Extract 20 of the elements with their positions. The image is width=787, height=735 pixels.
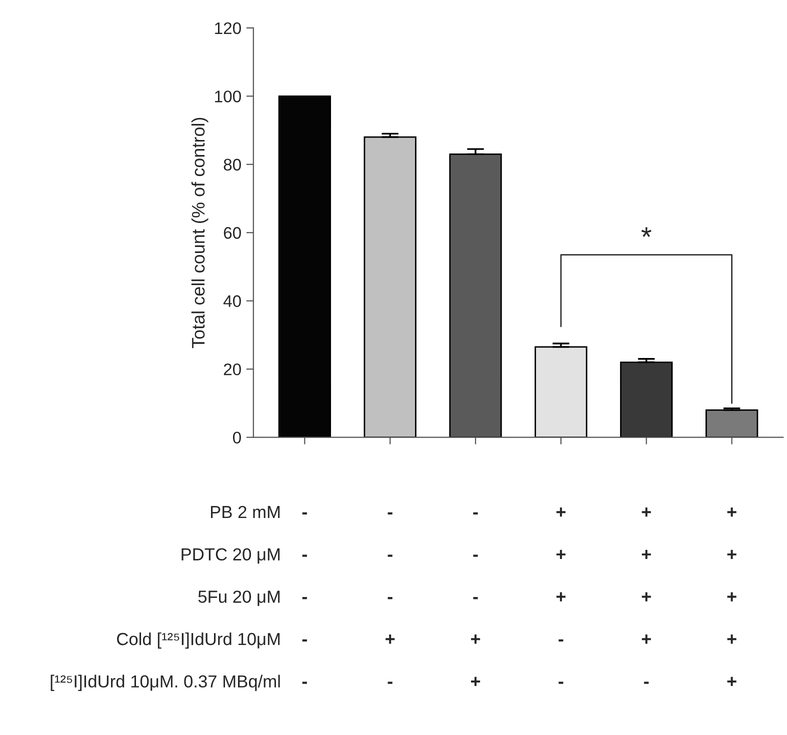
category-label: - - - + + — [471, 512, 480, 686]
y-axis-title: Total cell count (% of control) — [191, 118, 208, 348]
y-tick-label: 80 — [224, 158, 241, 171]
y-tick-label: 20 — [224, 363, 241, 376]
annotation: * — [641, 227, 652, 237]
text: 5Fu 20 μM — [198, 590, 280, 606]
category-label: - - - - - — [302, 512, 307, 684]
y-tick-label: 120 — [215, 22, 241, 34]
text: PDTC 20 μM — [182, 548, 280, 564]
category-label: + + + + + — [727, 507, 736, 686]
text: [¹²⁵I]IdUrd 10μM. 0.37 MBq/ml — [50, 674, 280, 691]
text: Cold [¹²⁵I]IdUrd 10μM — [117, 632, 280, 649]
category-label: + + + + - — [642, 507, 651, 684]
text: PB 2 mM — [211, 506, 280, 518]
category-label: - - - + - — [386, 512, 395, 684]
y-tick-label: 100 — [215, 90, 241, 102]
y-tick-label: 0 — [232, 432, 241, 444]
y-tick-label: 60 — [224, 227, 241, 239]
y-tick-label: 40 — [223, 295, 241, 308]
category-label: + + + - - — [556, 507, 566, 684]
